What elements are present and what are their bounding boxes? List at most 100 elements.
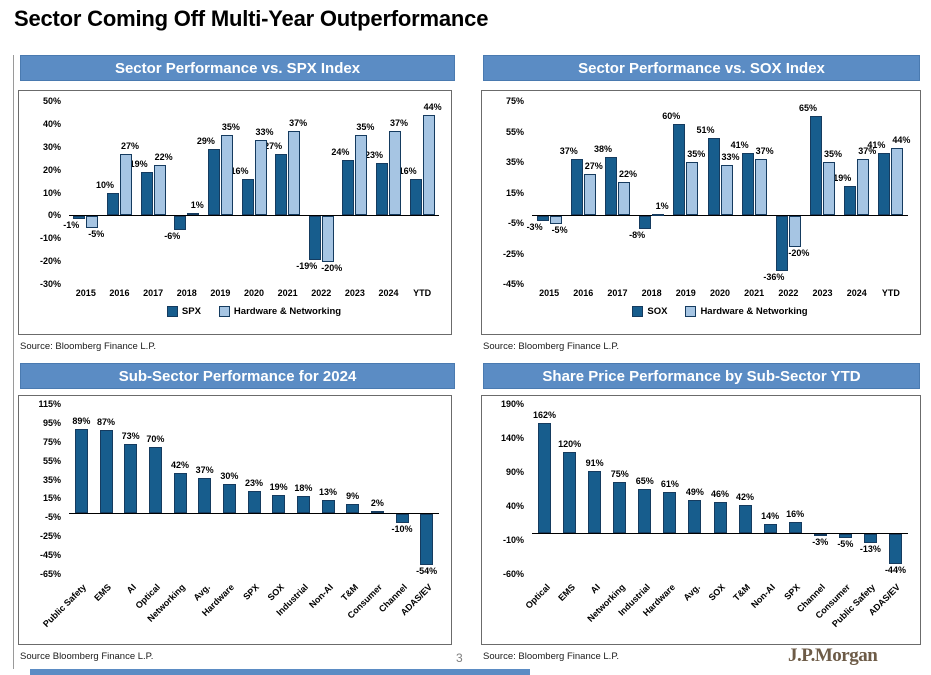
y-tick-label: 50% xyxy=(42,96,61,106)
y-tick-label: 40% xyxy=(505,501,524,511)
legend-item: Hardware & Networking xyxy=(218,306,342,317)
bar-value-label: 60% xyxy=(662,110,681,121)
source-note-subsector-2024: Source Bloomberg Finance L.P. xyxy=(20,651,154,662)
bar xyxy=(174,216,187,231)
bar xyxy=(570,158,583,216)
source-note-sox: Source: Bloomberg Finance L.P. xyxy=(483,341,620,352)
bar xyxy=(272,494,286,513)
y-tick-label: -65% xyxy=(39,569,61,579)
jpmorgan-logo: J.P.Morgan xyxy=(788,645,878,666)
bar xyxy=(370,510,384,513)
bar-value-label: -5% xyxy=(551,225,568,235)
bar-value-label: 22% xyxy=(618,168,637,179)
bar-value-label: 1% xyxy=(190,200,204,211)
x-category-label: 2015 xyxy=(539,288,560,298)
bar-value-label: 162% xyxy=(533,410,557,421)
x-category-label: YTD xyxy=(413,288,432,298)
bar-value-label: -1% xyxy=(63,219,80,230)
source-note-spx: Source: Bloomberg Finance L.P. xyxy=(20,341,157,352)
legend-label: SPX xyxy=(181,306,201,317)
source-note-subsector-ytd: Source: Bloomberg Finance L.P. xyxy=(483,651,620,662)
legend-label: Hardware & Networking xyxy=(233,306,342,317)
bar-value-label: 44% xyxy=(423,101,442,112)
bar-value-label: -8% xyxy=(629,229,646,240)
bar xyxy=(207,149,220,216)
bar-value-label: 35% xyxy=(221,122,240,133)
y-tick-label: 35% xyxy=(505,157,524,167)
bar-value-label: 61% xyxy=(660,478,679,489)
zero-axis-line xyxy=(69,512,439,514)
bar-value-label: -6% xyxy=(164,231,181,242)
bar-value-label: 35% xyxy=(356,122,375,133)
x-category-label: 2016 xyxy=(109,288,130,298)
bar xyxy=(321,216,334,263)
bar-value-label: -54% xyxy=(416,565,438,576)
bar xyxy=(563,451,577,534)
y-tick-label: -5% xyxy=(44,512,61,523)
bar xyxy=(686,162,699,216)
bar-value-label: 44% xyxy=(892,135,911,146)
x-category-label: 2018 xyxy=(176,288,197,298)
bar-value-label: -5% xyxy=(837,538,854,549)
bar-value-label: 10% xyxy=(95,179,114,190)
bar xyxy=(741,152,754,216)
bar-value-label: 14% xyxy=(761,510,780,521)
bar-value-label: 27% xyxy=(120,140,139,151)
x-category-label: 2024 xyxy=(378,288,399,298)
subsector-ytd-chart: 190% 140% 90% 40% -10% -60% 162% 120% 91% 75% 65% 6… xyxy=(481,395,921,645)
y-tick-label: 40% xyxy=(42,118,61,129)
bar xyxy=(673,123,686,216)
x-category-label: 2018 xyxy=(641,288,662,298)
bar-value-label: 41% xyxy=(730,139,749,150)
bar xyxy=(198,477,212,513)
bar xyxy=(376,162,389,216)
x-category-label: 2023 xyxy=(344,288,365,298)
zero-axis-line xyxy=(532,533,908,535)
y-tick-label: 10% xyxy=(42,187,61,198)
bar-value-label: -36% xyxy=(763,272,785,283)
bar-value-label: 38% xyxy=(593,144,612,155)
bar xyxy=(639,216,652,229)
y-tick-label: 75% xyxy=(505,96,524,106)
x-category-label: 2019 xyxy=(210,288,231,298)
page-number: 3 xyxy=(456,651,463,665)
bar xyxy=(99,430,113,513)
bar xyxy=(754,158,767,216)
bar xyxy=(652,213,665,216)
bar xyxy=(838,534,852,538)
bar xyxy=(536,216,549,221)
bar-value-label: 42% xyxy=(170,459,189,470)
bar-value-label: 27% xyxy=(584,161,603,172)
bar-value-label: 29% xyxy=(196,136,215,147)
y-tick-label: 15% xyxy=(42,493,61,504)
bar-value-label: 91% xyxy=(585,458,604,469)
bar-value-label: 49% xyxy=(685,486,704,497)
x-category-label: 2024 xyxy=(846,288,867,298)
bar xyxy=(857,158,870,216)
bar xyxy=(395,513,409,524)
y-tick-label: 115% xyxy=(38,399,61,409)
bar xyxy=(106,192,119,216)
zero-axis-line xyxy=(69,215,439,217)
bar xyxy=(713,501,727,534)
bar xyxy=(73,216,86,219)
bar xyxy=(86,216,99,228)
y-tick-label: 0% xyxy=(47,210,61,221)
y-tick-label: -45% xyxy=(502,279,524,289)
bar-value-label: 16% xyxy=(230,165,249,176)
bar xyxy=(254,139,267,216)
legend-item: SOX xyxy=(632,306,667,317)
y-tick-label: 190% xyxy=(500,399,524,409)
bar xyxy=(613,482,627,534)
page-title: Sector Coming Off Multi-Year Outperforma… xyxy=(14,6,489,31)
subsector-2024-chart: 115% 95% 75% 55% 35% 15% -5% -25% -45% -65% 89% 87%… xyxy=(18,395,452,645)
y-tick-label: 30% xyxy=(42,141,61,152)
y-tick-label: 140% xyxy=(500,433,524,443)
legend-swatch xyxy=(218,306,230,317)
bar xyxy=(888,534,902,565)
x-category-label: 2022 xyxy=(778,288,799,298)
y-tick-label: -5% xyxy=(507,218,524,228)
x-category-label: 2020 xyxy=(243,288,264,298)
bar xyxy=(124,443,138,513)
bar xyxy=(788,522,802,534)
